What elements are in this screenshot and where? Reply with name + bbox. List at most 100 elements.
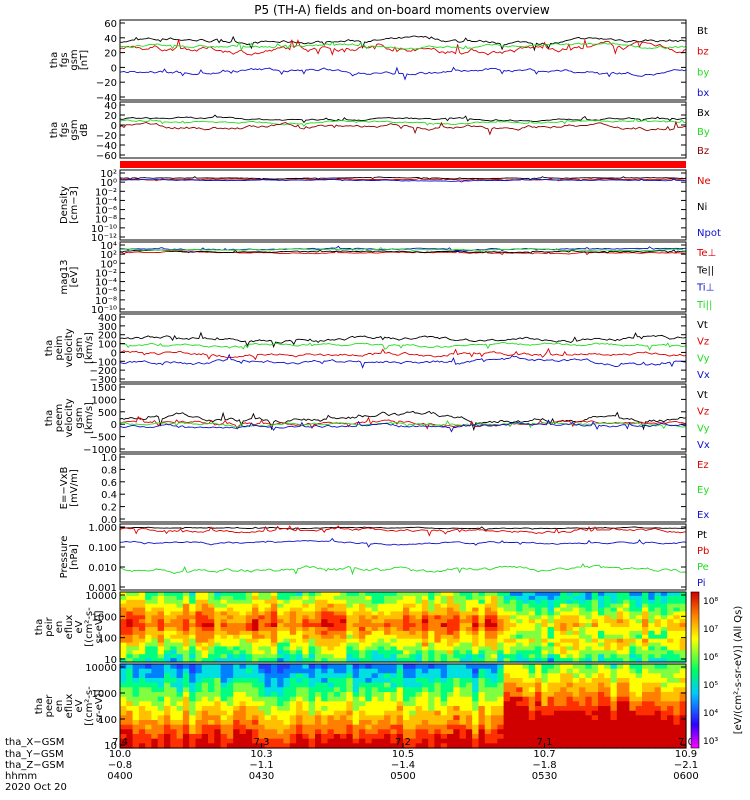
panel-9: 10000 1000 100 10 thapeirenefluxeV[(cm²-s-sr…: [34, 591, 687, 666]
y-tick-label: 400: [98, 313, 117, 324]
status-bar: [120, 161, 686, 168]
y-tick-label: 10⁻⁸: [95, 296, 117, 307]
legend-entry: Pi: [697, 578, 706, 589]
y-tick-label: 10: [104, 741, 117, 752]
figure-title: P5 (TH-A) fields and on-board moments ov…: [254, 3, 550, 17]
legend-entry: Bt: [697, 26, 708, 37]
y-tick-label: 10⁻¹⁰: [91, 305, 117, 316]
y-tick-label: 200: [98, 331, 117, 342]
legend-entry: bx: [697, 88, 709, 99]
y-tick-label: −40: [96, 93, 117, 104]
y-tick-label: 10⁻⁸: [95, 215, 117, 226]
series-line-By: [119, 117, 687, 127]
legend-entry: Bx: [697, 108, 710, 119]
series-line-Pt: [119, 526, 687, 531]
x-row-label: tha_Y−GSM: [5, 749, 64, 760]
x-row-label: 2020 Oct 20: [5, 782, 67, 793]
y-tick-label: −60: [96, 151, 117, 162]
y-tick-label: −20: [96, 78, 117, 89]
x-row-label: tha_Z−GSM: [5, 760, 64, 771]
y-tick-label: −300: [90, 375, 117, 386]
y-tick-label: 10000: [85, 591, 117, 602]
series-line-Vx: [119, 419, 687, 433]
y-tick-label: 10⁻¹²: [91, 233, 117, 244]
series-line-bz: [119, 38, 687, 56]
panel-frame: [119, 383, 687, 453]
x-tick-label: 7.4: [112, 737, 128, 748]
y-tick-label: 100: [98, 634, 117, 645]
y-tick-label: 10⁻¹⁰: [91, 224, 117, 235]
legend-entry: Ez: [697, 460, 709, 471]
y-tick-label: −500: [90, 433, 117, 444]
panel-frame: [119, 313, 687, 383]
y-tick-label: 20: [104, 49, 117, 60]
legend-entry: Vz: [697, 407, 709, 418]
series-line-Bz: [119, 120, 686, 136]
legend-entry: Pt: [697, 530, 707, 541]
series-line-Pi: [119, 537, 687, 548]
spectrogram: [120, 664, 687, 749]
x-tick-label: 0400: [107, 771, 132, 782]
y-tick-label: 10⁻²: [95, 268, 117, 279]
y-tick-label: 60: [104, 19, 117, 30]
legend-entry: Te||: [696, 265, 714, 276]
series-line-Pe: [119, 563, 687, 576]
y-axis-label: thapeemvelocitygsm[km/s]: [44, 398, 95, 437]
series-line-Vt: [119, 331, 687, 348]
series-line-Ti||: [119, 247, 687, 253]
y-tick-label: 0.001: [88, 583, 117, 594]
y-tick-label: 1.000: [88, 523, 117, 534]
y-tick-label: 1000: [92, 689, 117, 700]
x-tick-label: 0500: [390, 771, 415, 782]
y-tick-label: −20: [96, 131, 117, 142]
x-tick-label: −0.8: [108, 760, 132, 771]
y-tick-label: 10: [104, 655, 117, 666]
y-tick-label: −200: [90, 366, 117, 377]
legend-entry: Vz: [697, 337, 709, 348]
x-tick-label: −1.1: [249, 760, 273, 771]
panel-frame: [119, 19, 687, 101]
y-tick-label: 0: [111, 348, 117, 359]
x-tick-label: −2.1: [674, 760, 698, 771]
y-tick-label: 40: [104, 34, 117, 45]
spectrogram: [120, 592, 687, 663]
legend-entry: by: [697, 67, 709, 78]
legend-entry: Ti||: [696, 300, 712, 311]
x-tick-label: 0430: [249, 771, 274, 782]
panel-8: 1.000 0.100 0.010 0.001 Pressure[nPa] Pt Pb Pe P…: [59, 523, 709, 594]
y-tick-label: 100: [98, 340, 117, 351]
colorbar-tick-label: 10⁴: [703, 709, 718, 719]
series-line-Bt: [119, 35, 687, 52]
panel-frame: [119, 591, 687, 663]
y-tick-label: 0.100: [88, 543, 117, 554]
x-tick-label: 10.7: [533, 749, 555, 760]
y-axis-label: thafgsgsm[nT]: [49, 49, 90, 70]
y-tick-label: 0.2: [101, 503, 117, 514]
y-axis-label: Density[cm−3]: [59, 186, 80, 224]
y-tick-label: 0.8: [101, 465, 117, 476]
y-tick-label: 0.4: [101, 490, 117, 501]
y-tick-label: 40: [104, 101, 117, 112]
panel-7: 1.00.8 0.60.4 0.20.0 E=−VxB[mV/m] Ez Ey Ex: [59, 453, 709, 526]
series-line-Vy: [119, 342, 687, 351]
panel-10: 10000 1000 100 10 thapeerenefluxeV[(cm²-s-sr…: [34, 663, 687, 752]
legend-entry: Vx: [697, 440, 710, 451]
y-tick-label: 0.010: [88, 563, 117, 574]
panel-0: 60 40 20 0 −20 −40 thafgsgsm[nT] Bt bz by bx: [49, 19, 709, 104]
series-line-Te||: [119, 249, 687, 254]
y-tick-label: 10²: [100, 169, 117, 180]
y-axis-label: thapeerenefluxeV[(cm²-s-sr-eV)]: [34, 686, 105, 726]
y-tick-label: 1000: [92, 395, 117, 406]
x-tick-label: 10.5: [392, 749, 414, 760]
series-line-Vx: [119, 353, 686, 369]
legend-entry: Vy: [697, 353, 710, 364]
legend-entry: Vx: [697, 370, 710, 381]
colorbar-label: [eV/(cm²-s-sr-eV)] (All Qs): [733, 606, 744, 735]
y-tick-label: 10⁻⁶: [95, 287, 117, 298]
y-tick-label: 10⁻⁶: [95, 206, 117, 217]
